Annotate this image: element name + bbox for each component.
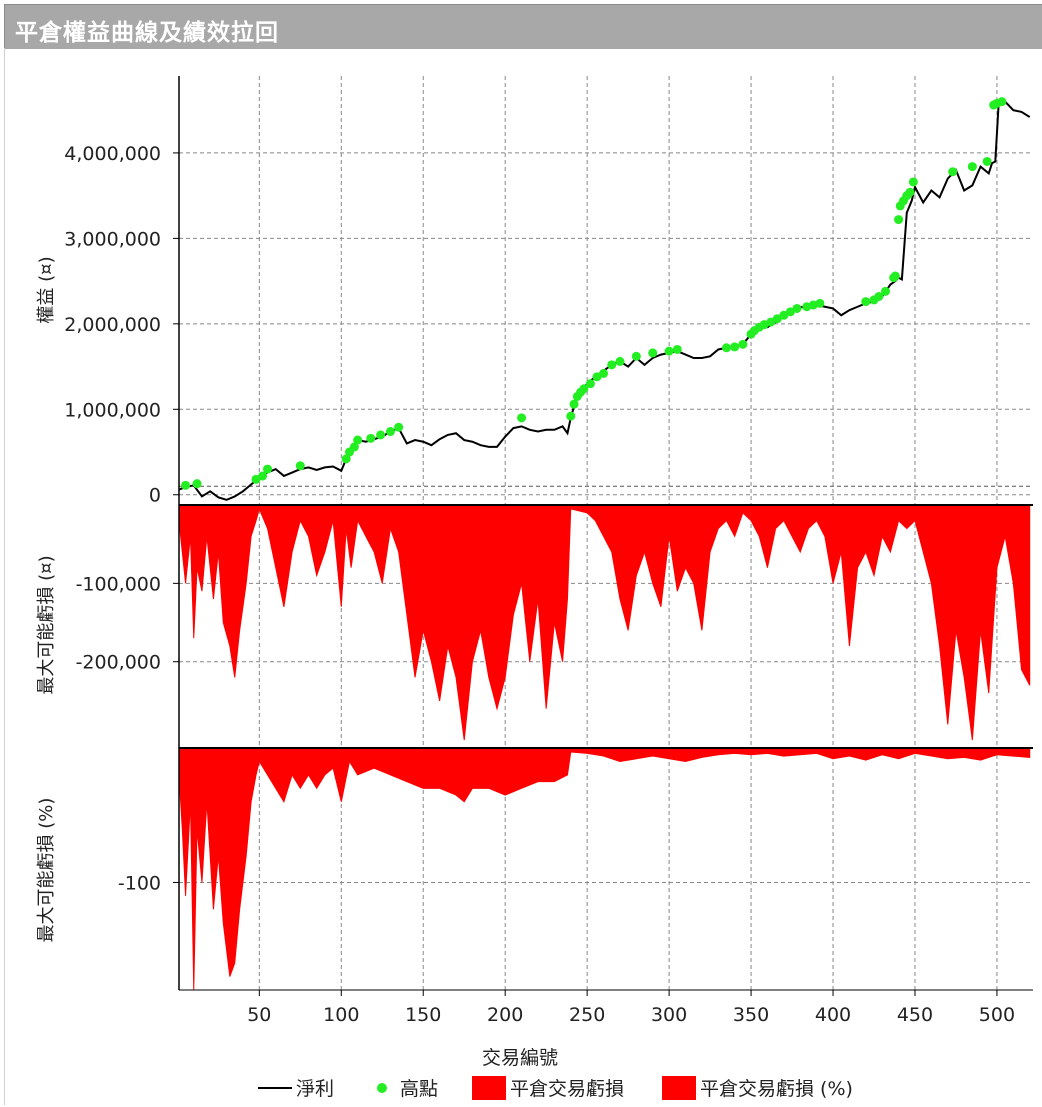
high-point bbox=[341, 454, 351, 464]
x-tick-label: 100 bbox=[323, 1004, 359, 1026]
x-tick-labels: 50 100 150 200 250 300 350 400 450 500 bbox=[247, 1004, 1015, 1026]
high-point bbox=[599, 368, 609, 378]
high-point bbox=[672, 344, 682, 354]
drawdown-y-axis-label: 最大可能虧損 (¤) bbox=[36, 555, 57, 694]
x-tick-label: 250 bbox=[569, 1004, 605, 1026]
high-point bbox=[566, 411, 576, 421]
y-tick-label: 4,000,000 bbox=[64, 143, 161, 165]
x-tick-label: 450 bbox=[897, 1004, 933, 1026]
high-point bbox=[366, 433, 376, 443]
high-point bbox=[394, 422, 404, 432]
y-tick-label: 0 bbox=[149, 485, 161, 507]
high-point bbox=[579, 384, 589, 394]
chart-frame bbox=[4, 48, 1042, 1105]
high-point bbox=[880, 286, 890, 296]
drawdown-pct-y-axis-label: 最大可能虧損 (%) bbox=[36, 798, 57, 943]
high-point bbox=[631, 351, 641, 361]
x-tick-label: 150 bbox=[405, 1004, 441, 1026]
high-point bbox=[353, 435, 363, 445]
high-point bbox=[874, 291, 884, 301]
net-profit-path bbox=[178, 100, 1031, 501]
x-tick-label: 500 bbox=[979, 1004, 1015, 1026]
y-tick-label: -100 bbox=[118, 872, 161, 894]
high-point bbox=[349, 442, 359, 452]
high-point bbox=[905, 187, 915, 197]
high-point bbox=[648, 348, 658, 358]
high-point bbox=[376, 430, 386, 440]
high-point bbox=[615, 356, 625, 366]
legend-highs-label: 高點 bbox=[400, 1078, 438, 1100]
legend-net-profit-label: 淨利 bbox=[296, 1078, 334, 1100]
window-title: 平倉權益曲線及績效拉回 bbox=[15, 20, 279, 46]
high-point bbox=[517, 413, 527, 423]
window-titlebar: 平倉權益曲線及績效拉回 bbox=[4, 4, 1042, 49]
x-tick-label: 400 bbox=[815, 1004, 851, 1026]
high-point bbox=[295, 461, 305, 471]
y-tick-label: -100,000 bbox=[76, 573, 161, 595]
high-point bbox=[815, 298, 825, 308]
high-point bbox=[664, 346, 674, 356]
y-tick-label: -200,000 bbox=[76, 652, 161, 674]
equity-y-axis-label: 權益 (¤) bbox=[36, 256, 57, 323]
x-axis-label: 交易編號 bbox=[482, 1047, 558, 1069]
axes bbox=[173, 76, 1033, 996]
net-profit-line bbox=[178, 100, 1031, 501]
high-point bbox=[982, 156, 992, 166]
drawdown-pct-area bbox=[178, 747, 1031, 991]
high-point bbox=[948, 167, 958, 177]
legend-drawdown-swatch bbox=[472, 1076, 506, 1100]
high-point bbox=[569, 399, 579, 409]
high-point bbox=[967, 162, 977, 172]
high-point bbox=[908, 177, 918, 187]
high-point bbox=[890, 271, 900, 281]
y-tick-label: 1,000,000 bbox=[64, 399, 161, 421]
legend: 淨利 高點 平倉交易虧損 平倉交易虧損 (%) bbox=[258, 1076, 853, 1100]
legend-drawdown-label: 平倉交易虧損 bbox=[510, 1078, 624, 1100]
high-point bbox=[181, 480, 191, 490]
high-point bbox=[792, 303, 802, 313]
high-point bbox=[263, 464, 273, 474]
y-tick-labels: 0 1,000,000 2,000,000 3,000,000 4,000,000 -10… bbox=[64, 143, 161, 895]
drawdown-area bbox=[178, 504, 1031, 741]
high-point bbox=[738, 339, 748, 349]
x-tick-label: 200 bbox=[487, 1004, 523, 1026]
high-point bbox=[585, 379, 595, 389]
x-tick-label: 300 bbox=[651, 1004, 687, 1026]
high-point bbox=[721, 343, 731, 353]
y-tick-label: 2,000,000 bbox=[64, 314, 161, 336]
legend-highs-swatch bbox=[377, 1083, 387, 1093]
highs-points bbox=[181, 97, 1007, 490]
x-tick-label: 50 bbox=[247, 1004, 271, 1026]
drawdown-pct-area-path bbox=[178, 747, 1031, 991]
high-point bbox=[607, 360, 617, 370]
drawdown-area-path bbox=[178, 504, 1031, 741]
legend-drawdown-pct-swatch bbox=[662, 1076, 696, 1100]
high-point bbox=[894, 215, 904, 225]
y-tick-label: 3,000,000 bbox=[64, 228, 161, 250]
legend-drawdown-pct-label: 平倉交易虧損 (%) bbox=[700, 1078, 853, 1100]
high-point bbox=[861, 297, 871, 307]
x-tick-label: 350 bbox=[733, 1004, 769, 1026]
high-point bbox=[730, 342, 740, 352]
high-point bbox=[997, 97, 1007, 107]
high-point bbox=[385, 427, 395, 437]
high-point bbox=[258, 471, 268, 481]
high-point bbox=[192, 479, 202, 489]
